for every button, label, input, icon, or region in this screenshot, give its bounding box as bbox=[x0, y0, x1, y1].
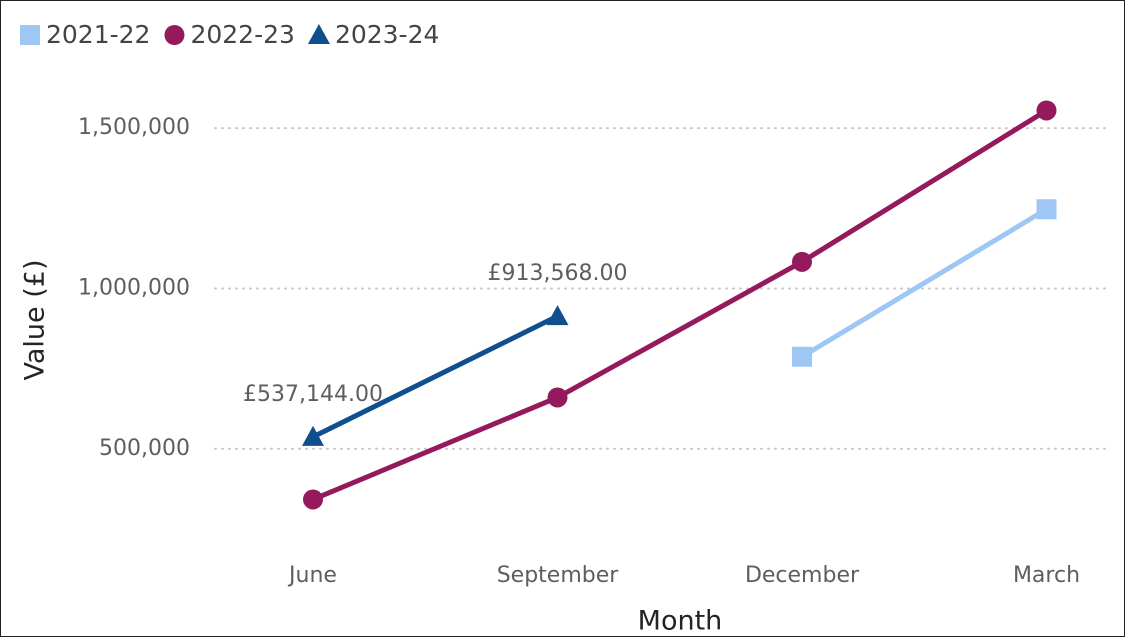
legend-marker bbox=[164, 25, 185, 45]
series-line bbox=[311, 313, 559, 440]
data-point bbox=[792, 251, 812, 272]
x-tick-label: September bbox=[497, 563, 620, 588]
legend-label: 2022-23 bbox=[190, 20, 294, 49]
x-tick-label: June bbox=[287, 563, 337, 588]
data-point bbox=[546, 305, 569, 326]
data-point bbox=[303, 489, 323, 510]
series-line bbox=[800, 207, 1048, 359]
y-tick-label: 1,000,000 bbox=[78, 275, 190, 300]
data-point bbox=[302, 425, 324, 446]
x-axis-title: Month bbox=[638, 606, 723, 637]
x-tick-label: March bbox=[1013, 563, 1080, 588]
data-point bbox=[547, 387, 568, 408]
legend-marker bbox=[307, 24, 330, 44]
data-point bbox=[792, 346, 812, 367]
y-tick-label: 1,500,000 bbox=[78, 115, 190, 140]
data-label: £913,568.00 bbox=[488, 261, 628, 286]
data-point bbox=[1036, 199, 1057, 220]
legend-label: 2021-22 bbox=[46, 20, 150, 49]
data-point bbox=[1036, 100, 1057, 121]
series-line bbox=[312, 108, 1048, 502]
legend-marker bbox=[20, 25, 40, 45]
y-axis-title: Value (£) bbox=[20, 260, 51, 381]
x-tick-label: December bbox=[745, 563, 860, 588]
legend-label: 2023-24 bbox=[335, 20, 439, 49]
data-label: £537,144.00 bbox=[243, 382, 383, 407]
y-tick-label: 500,000 bbox=[99, 436, 190, 461]
